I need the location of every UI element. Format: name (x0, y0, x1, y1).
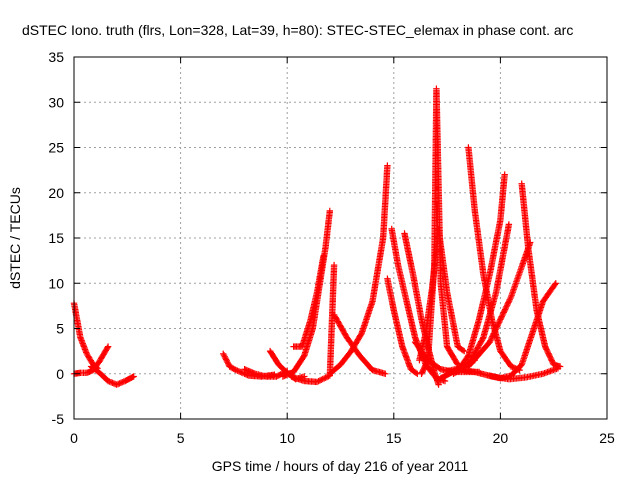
data-series-20 (518, 180, 564, 370)
x-tick-label: 25 (599, 430, 615, 446)
axis-ticks (73, 56, 608, 420)
data-series-10 (330, 311, 389, 377)
data-series-15 (416, 225, 468, 364)
data-series-7 (290, 252, 327, 350)
y-tick-label: 25 (48, 140, 64, 156)
series-10-markers (330, 311, 389, 377)
x-tick-label: 0 (70, 430, 78, 446)
y-tick-label: 20 (48, 185, 64, 201)
y-tick-label: 10 (48, 275, 64, 291)
series-2-markers (87, 363, 137, 388)
series-20-markers (518, 180, 564, 370)
series-8-markers (288, 261, 338, 386)
y-axis-title: dSTEC / TECUs (7, 187, 23, 289)
x-tick-label: 15 (386, 430, 402, 446)
data-series-9 (326, 162, 391, 377)
x-tick-label: 5 (177, 430, 185, 446)
y-tick-label: 5 (56, 321, 64, 337)
data-series-11 (384, 275, 421, 377)
series-9-markers (326, 162, 391, 377)
y-tick-label: 15 (48, 230, 64, 246)
x-tick-label: 10 (279, 430, 295, 446)
x-tick-label: 20 (493, 430, 509, 446)
y-tick-label: -5 (52, 411, 65, 427)
y-tick-label: 35 (48, 49, 64, 65)
y-tick-label: 30 (48, 94, 64, 110)
chart-title: dSTEC Iono. truth (flrs, Lon=328, Lat=39… (22, 22, 573, 38)
series-24-markers (437, 357, 478, 382)
data-series-24 (437, 357, 478, 382)
data-series-0 (70, 300, 101, 372)
x-axis-tick-labels: 0 5 10 15 20 25 (70, 430, 615, 446)
series-0-markers (70, 300, 101, 372)
y-tick-label: 0 (56, 366, 64, 382)
series-7-markers (290, 252, 327, 350)
data-series-8 (288, 261, 338, 386)
series-4-markers (241, 366, 291, 380)
x-axis-title: GPS time / hours of day 216 of year 2011 (212, 458, 469, 474)
y-axis-tick-labels: -5 0 5 10 15 20 25 30 35 (48, 49, 64, 427)
data-marks (70, 85, 564, 388)
data-series-2 (87, 363, 137, 388)
series-11-markers (384, 275, 421, 377)
data-series-4 (241, 366, 291, 380)
series-15-markers (416, 225, 468, 364)
